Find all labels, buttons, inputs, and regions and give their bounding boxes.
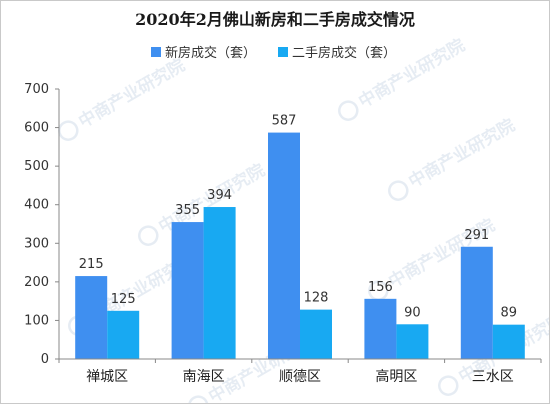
bar <box>492 324 525 359</box>
data-label: 125 <box>111 292 136 307</box>
x-tick-label: 高明区 <box>375 368 417 385</box>
bar <box>364 298 397 359</box>
watermark: 中商产业研究院 <box>388 115 519 201</box>
legend: 新房成交（套） 二手房成交（套） <box>151 45 396 61</box>
legend-item: 二手房成交（套） <box>278 45 396 61</box>
y-tick-label: 0 <box>41 352 49 367</box>
chart-title: 2020年2月佛山新房和二手房成交情况 <box>135 10 415 29</box>
y-tick-label: 100 <box>24 313 49 328</box>
y-tick-label: 700 <box>24 82 49 97</box>
bar <box>171 222 204 359</box>
bar <box>75 276 108 359</box>
bar <box>300 309 332 359</box>
x-axis: 禅城区 南海区 顺德区 高明区 三水区 <box>58 358 542 385</box>
legend-item: 新房成交（套） <box>151 45 256 61</box>
data-label: 156 <box>368 280 393 295</box>
x-tick-label: 三水区 <box>472 369 514 385</box>
legend-label: 二手房成交（套） <box>292 45 396 61</box>
watermark: 中商产业研究院 <box>58 55 189 141</box>
y-tick-label: 300 <box>24 236 49 251</box>
svg-text:中商产业研究院: 中商产业研究院 <box>405 115 519 193</box>
data-label: 587 <box>272 114 297 129</box>
data-label: 89 <box>501 306 518 321</box>
legend-swatch <box>151 47 161 57</box>
data-label: 291 <box>464 228 489 243</box>
data-label: 355 <box>175 203 200 218</box>
data-label: 215 <box>79 257 104 272</box>
data-label: 394 <box>207 188 232 203</box>
bar <box>460 246 493 359</box>
data-label: 90 <box>404 305 421 320</box>
legend-swatch <box>278 47 288 57</box>
bar <box>268 132 300 359</box>
y-axis: 0 100 200 300 400 500 600 700 <box>24 82 60 367</box>
bar <box>203 207 236 359</box>
svg-text:中商产业研究院: 中商产业研究院 <box>75 55 189 133</box>
y-tick-label: 400 <box>24 198 49 213</box>
bar <box>396 324 429 359</box>
x-tick-label: 顺德区 <box>279 369 321 385</box>
y-tick-label: 200 <box>24 275 49 290</box>
legend-label: 新房成交（套） <box>165 45 256 61</box>
y-tick-label: 600 <box>24 121 49 136</box>
x-tick-label: 南海区 <box>183 369 225 385</box>
bar <box>107 310 140 359</box>
x-tick-label: 禅城区 <box>86 369 128 385</box>
value-labels: 215 125 355 394 587 128 156 90 291 89 <box>79 114 517 321</box>
bars <box>75 132 525 359</box>
y-tick-label: 500 <box>24 159 49 174</box>
data-label: 128 <box>304 291 329 306</box>
